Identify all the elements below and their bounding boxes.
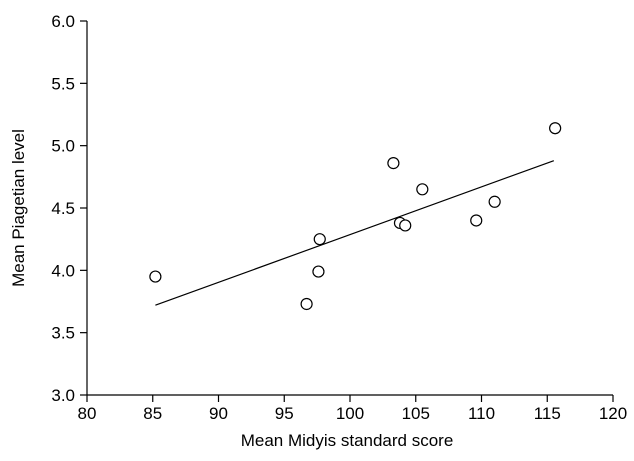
data-point bbox=[312, 265, 325, 278]
y-axis-title: Mean Piagetian level bbox=[9, 129, 28, 287]
data-point bbox=[313, 233, 326, 246]
x-tick-label: 90 bbox=[209, 404, 228, 423]
x-tick-label: 115 bbox=[534, 404, 561, 423]
data-point bbox=[300, 297, 313, 311]
data-point bbox=[399, 219, 412, 232]
data-point bbox=[470, 214, 483, 227]
data-points bbox=[149, 122, 562, 311]
y-tick-label: 3.0 bbox=[51, 386, 75, 405]
x-axis-title: Mean Midyis standard score bbox=[241, 431, 454, 450]
x-tick-label: 105 bbox=[402, 404, 430, 423]
data-point bbox=[149, 270, 162, 283]
data-point bbox=[488, 195, 501, 208]
data-point bbox=[416, 183, 429, 196]
x-tick-label: 85 bbox=[143, 404, 162, 423]
y-tick-label: 5.0 bbox=[51, 137, 75, 156]
x-tick-label: 95 bbox=[275, 404, 294, 423]
y-tick-label: 4.0 bbox=[51, 261, 75, 280]
x-tick-label: 120 bbox=[599, 404, 627, 423]
trendline-layer bbox=[155, 160, 555, 306]
y-tick-label: 4.5 bbox=[51, 199, 75, 218]
y-tick-label: 3.5 bbox=[51, 324, 75, 343]
x-tick-label: 110 bbox=[468, 404, 495, 423]
y-tick-label: 5.5 bbox=[51, 74, 75, 93]
axes bbox=[86, 21, 613, 396]
x-tick-label: 100 bbox=[336, 404, 364, 423]
ticks: 80 85 90 95 100 105 110 115 120 3.0 3.5 4.0 4.5 5.0 5.… bbox=[51, 12, 627, 423]
x-tick-label: 80 bbox=[78, 404, 97, 423]
y-tick-label: 6.0 bbox=[51, 12, 75, 31]
data-point bbox=[387, 157, 400, 170]
trendline bbox=[155, 160, 555, 306]
data-point bbox=[549, 122, 562, 135]
